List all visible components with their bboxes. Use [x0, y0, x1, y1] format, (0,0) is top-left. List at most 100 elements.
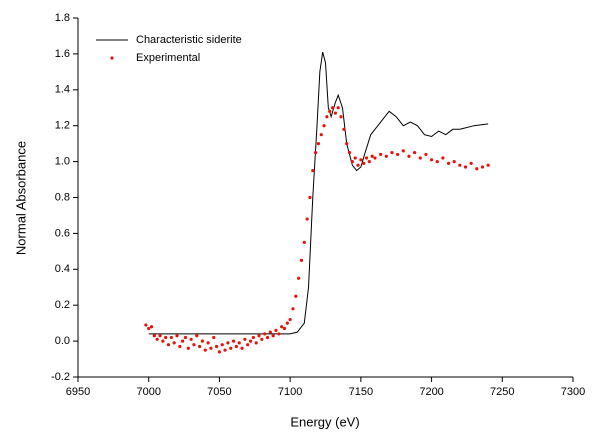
data-point [291, 307, 295, 311]
data-point [384, 154, 388, 158]
data-point [333, 111, 337, 115]
data-point [215, 344, 219, 349]
data-point [328, 109, 332, 113]
data-point [294, 294, 298, 298]
data-point [265, 335, 270, 340]
data-point [198, 344, 202, 349]
data-point [192, 343, 196, 347]
y-tick-label: -0.2 [51, 371, 70, 383]
data-point [274, 328, 278, 332]
data-point [288, 317, 292, 322]
data-point [379, 152, 383, 157]
data-point [347, 151, 352, 155]
data-point [178, 344, 182, 349]
y-tick-label: 0.2 [55, 299, 70, 311]
data-point [147, 326, 151, 331]
data-point [342, 127, 346, 131]
data-point [452, 160, 456, 164]
data-point [325, 115, 329, 119]
data-point [353, 156, 357, 160]
data-point [475, 167, 479, 171]
data-point [280, 325, 284, 329]
data-point [370, 154, 374, 158]
data-point [458, 163, 462, 167]
data-point [271, 334, 275, 338]
data-point [469, 161, 473, 165]
data-point [223, 348, 227, 352]
data-point [330, 106, 335, 110]
data-point [206, 341, 210, 345]
data-point [336, 106, 340, 110]
data-point [172, 341, 176, 345]
data-point [248, 339, 253, 343]
data-point [240, 346, 244, 350]
data-point [237, 341, 241, 345]
x-tick-label: 7050 [207, 386, 231, 398]
y-tick-label: 1.6 [55, 48, 70, 60]
data-point [231, 339, 236, 343]
data-point [277, 332, 281, 336]
data-point [441, 156, 445, 160]
data-point [158, 334, 162, 338]
x-axis-title: Energy (eV) [290, 414, 359, 429]
data-point [169, 335, 173, 340]
data-point [243, 337, 247, 341]
data-point [413, 151, 417, 155]
data-point [268, 330, 272, 334]
data-point [166, 343, 171, 347]
data-point [234, 344, 238, 349]
data-point [345, 142, 349, 146]
data-point [339, 115, 343, 119]
data-point [299, 258, 304, 262]
y-tick-label: 0.8 [55, 191, 70, 203]
data-point [144, 323, 148, 327]
data-point [246, 343, 250, 347]
data-point [480, 165, 485, 169]
y-tick-label: 0.4 [55, 263, 70, 275]
data-point [200, 339, 205, 343]
data-point [226, 341, 230, 345]
siderite-line [148, 51, 489, 335]
data-point [186, 346, 190, 350]
data-point [263, 332, 267, 336]
x-tick-label: 6950 [66, 386, 90, 398]
data-point [463, 165, 468, 169]
data-point [152, 334, 156, 338]
data-point [149, 325, 154, 329]
data-point [435, 160, 439, 164]
data-point [254, 341, 258, 345]
data-point [297, 276, 301, 280]
data-point [319, 133, 323, 137]
data-point [155, 337, 159, 341]
data-point [429, 158, 434, 162]
y-tick-label: 1.8 [55, 12, 70, 24]
data-point [251, 335, 255, 340]
data-point [220, 343, 224, 347]
data-point [209, 346, 213, 350]
data-point [161, 339, 165, 343]
y-tick-label: 1.4 [55, 84, 70, 96]
data-point [203, 348, 207, 352]
data-point [350, 160, 354, 164]
data-point [308, 195, 312, 200]
data-point [424, 152, 428, 157]
data-point [364, 156, 369, 160]
data-point [302, 240, 306, 244]
data-point [486, 163, 490, 167]
data-point [367, 160, 371, 164]
data-point [285, 321, 289, 325]
x-tick-label: 7300 [561, 386, 585, 398]
data-point [229, 346, 233, 350]
legend-label: Experimental [136, 52, 200, 64]
data-point [181, 339, 185, 343]
x-tick-label: 7150 [349, 386, 373, 398]
data-point [322, 124, 326, 128]
x-tick-label: 7250 [490, 386, 514, 398]
data-point [217, 350, 222, 354]
data-point [362, 161, 366, 165]
y-axis-title: Normal Absorbance [13, 141, 28, 255]
data-point [390, 151, 394, 155]
y-tick-label: 0.0 [55, 335, 70, 347]
x-tick-label: 7200 [419, 386, 443, 398]
